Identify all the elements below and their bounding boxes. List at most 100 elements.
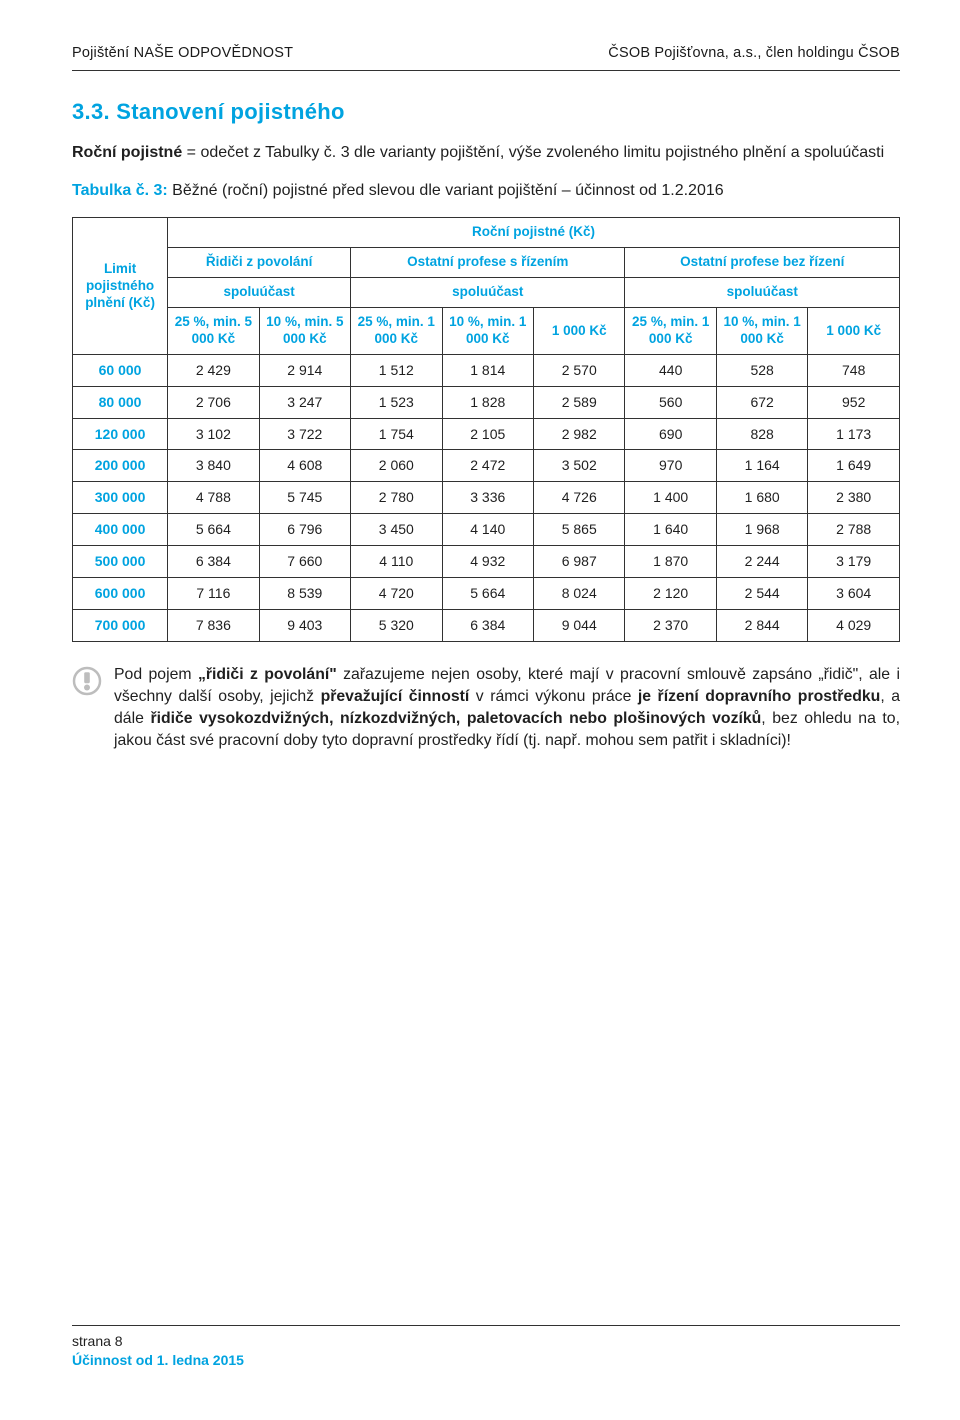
value-cell: 2 544 xyxy=(716,578,807,610)
col-header: 10 %, min. 1 000 Kč xyxy=(716,308,807,355)
limit-cell: 200 000 xyxy=(73,450,168,482)
note-b4: řidiče vysokozdvižných, nízkozdvižných, … xyxy=(150,710,761,727)
header-rule xyxy=(72,70,900,71)
value-cell: 4 788 xyxy=(168,482,259,514)
value-cell: 1 523 xyxy=(351,386,442,418)
table-row: 80 0002 7063 2471 5231 8282 589560672952 xyxy=(73,386,900,418)
value-cell: 1 649 xyxy=(808,450,900,482)
note-b1: „řidiči z povolání" xyxy=(198,666,337,683)
table-row: 400 0005 6646 7963 4504 1405 8651 6401 9… xyxy=(73,514,900,546)
intro-bold: Roční pojistné xyxy=(72,144,182,161)
footer-page: strana 8 xyxy=(72,1332,900,1351)
header-left: Pojištění NAŠE ODPOVĚDNOST xyxy=(72,44,293,64)
value-cell: 440 xyxy=(625,354,716,386)
value-cell: 2 844 xyxy=(716,609,807,641)
exclamation-circle-icon xyxy=(72,666,102,696)
group-1: Ostatní profese s řízením xyxy=(351,248,625,278)
value-cell: 952 xyxy=(808,386,900,418)
row-header-limit: Limit pojistného plnění (Kč) xyxy=(73,218,168,354)
value-cell: 2 370 xyxy=(625,609,716,641)
value-cell: 7 116 xyxy=(168,578,259,610)
value-cell: 970 xyxy=(625,450,716,482)
value-cell: 1 640 xyxy=(625,514,716,546)
col-header: 1 000 Kč xyxy=(534,308,625,355)
value-cell: 4 140 xyxy=(442,514,533,546)
value-cell: 5 320 xyxy=(351,609,442,641)
table-row: 300 0004 7885 7452 7803 3364 7261 4001 6… xyxy=(73,482,900,514)
value-cell: 828 xyxy=(716,418,807,450)
table-row: 500 0006 3847 6604 1104 9326 9871 8702 2… xyxy=(73,546,900,578)
value-cell: 3 336 xyxy=(442,482,533,514)
value-cell: 5 865 xyxy=(534,514,625,546)
subgroup-2: spoluúčast xyxy=(625,278,900,308)
value-cell: 6 987 xyxy=(534,546,625,578)
group-2: Ostatní profese bez řízení xyxy=(625,248,900,278)
value-cell: 2 914 xyxy=(259,354,350,386)
value-cell: 3 502 xyxy=(534,450,625,482)
value-cell: 672 xyxy=(716,386,807,418)
value-cell: 3 179 xyxy=(808,546,900,578)
table-row: 600 0007 1168 5394 7205 6648 0242 1202 5… xyxy=(73,578,900,610)
value-cell: 2 570 xyxy=(534,354,625,386)
value-cell: 3 722 xyxy=(259,418,350,450)
col-header: 25 %, min. 1 000 Kč xyxy=(351,308,442,355)
value-cell: 748 xyxy=(808,354,900,386)
table-caption: Běžné (roční) pojistné před slevou dle v… xyxy=(168,182,724,199)
value-cell: 5 745 xyxy=(259,482,350,514)
note-d: v rámci výkonu práce xyxy=(469,688,638,705)
value-cell: 1 164 xyxy=(716,450,807,482)
value-cell: 2 982 xyxy=(534,418,625,450)
value-cell: 9 044 xyxy=(534,609,625,641)
value-cell: 2 105 xyxy=(442,418,533,450)
value-cell: 4 726 xyxy=(534,482,625,514)
limit-cell: 120 000 xyxy=(73,418,168,450)
footer-rule xyxy=(72,1325,900,1326)
group-0: Řidiči z povolání xyxy=(168,248,351,278)
col-header: 1 000 Kč xyxy=(808,308,900,355)
value-cell: 7 836 xyxy=(168,609,259,641)
value-cell: 4 029 xyxy=(808,609,900,641)
rates-table: Limit pojistného plnění (Kč) Roční pojis… xyxy=(72,217,900,641)
value-cell: 8 024 xyxy=(534,578,625,610)
limit-cell: 400 000 xyxy=(73,514,168,546)
value-cell: 3 840 xyxy=(168,450,259,482)
table-row: 700 0007 8369 4035 3206 3849 0442 3702 8… xyxy=(73,609,900,641)
value-cell: 9 403 xyxy=(259,609,350,641)
limit-cell: 300 000 xyxy=(73,482,168,514)
col-header: 10 %, min. 5 000 Kč xyxy=(259,308,350,355)
value-cell: 8 539 xyxy=(259,578,350,610)
super-header: Roční pojistné (Kč) xyxy=(168,218,900,248)
value-cell: 2 472 xyxy=(442,450,533,482)
value-cell: 2 706 xyxy=(168,386,259,418)
value-cell: 5 664 xyxy=(168,514,259,546)
value-cell: 1 870 xyxy=(625,546,716,578)
value-cell: 2 780 xyxy=(351,482,442,514)
value-cell: 2 244 xyxy=(716,546,807,578)
limit-cell: 700 000 xyxy=(73,609,168,641)
header-right: ČSOB Pojišťovna, a.s., člen holdingu ČSO… xyxy=(608,44,900,64)
note-b2: převažující činností xyxy=(321,688,470,705)
value-cell: 4 110 xyxy=(351,546,442,578)
value-cell: 1 828 xyxy=(442,386,533,418)
limit-cell: 60 000 xyxy=(73,354,168,386)
value-cell: 690 xyxy=(625,418,716,450)
col-header: 25 %, min. 1 000 Kč xyxy=(625,308,716,355)
value-cell: 1 173 xyxy=(808,418,900,450)
value-cell: 2 429 xyxy=(168,354,259,386)
subgroup-1: spoluúčast xyxy=(351,278,625,308)
value-cell: 1 512 xyxy=(351,354,442,386)
note-b3: je řízení dopravního prostředku xyxy=(638,688,880,705)
value-cell: 3 247 xyxy=(259,386,350,418)
attention-icon xyxy=(72,666,102,696)
limit-cell: 80 000 xyxy=(73,386,168,418)
subgroup-0: spoluúčast xyxy=(168,278,351,308)
value-cell: 3 604 xyxy=(808,578,900,610)
value-cell: 4 720 xyxy=(351,578,442,610)
value-cell: 3 102 xyxy=(168,418,259,450)
value-cell: 4 608 xyxy=(259,450,350,482)
footer-effective: Účinnost od 1. ledna 2015 xyxy=(72,1351,900,1370)
value-cell: 4 932 xyxy=(442,546,533,578)
value-cell: 6 384 xyxy=(442,609,533,641)
value-cell: 2 060 xyxy=(351,450,442,482)
value-cell: 1 754 xyxy=(351,418,442,450)
